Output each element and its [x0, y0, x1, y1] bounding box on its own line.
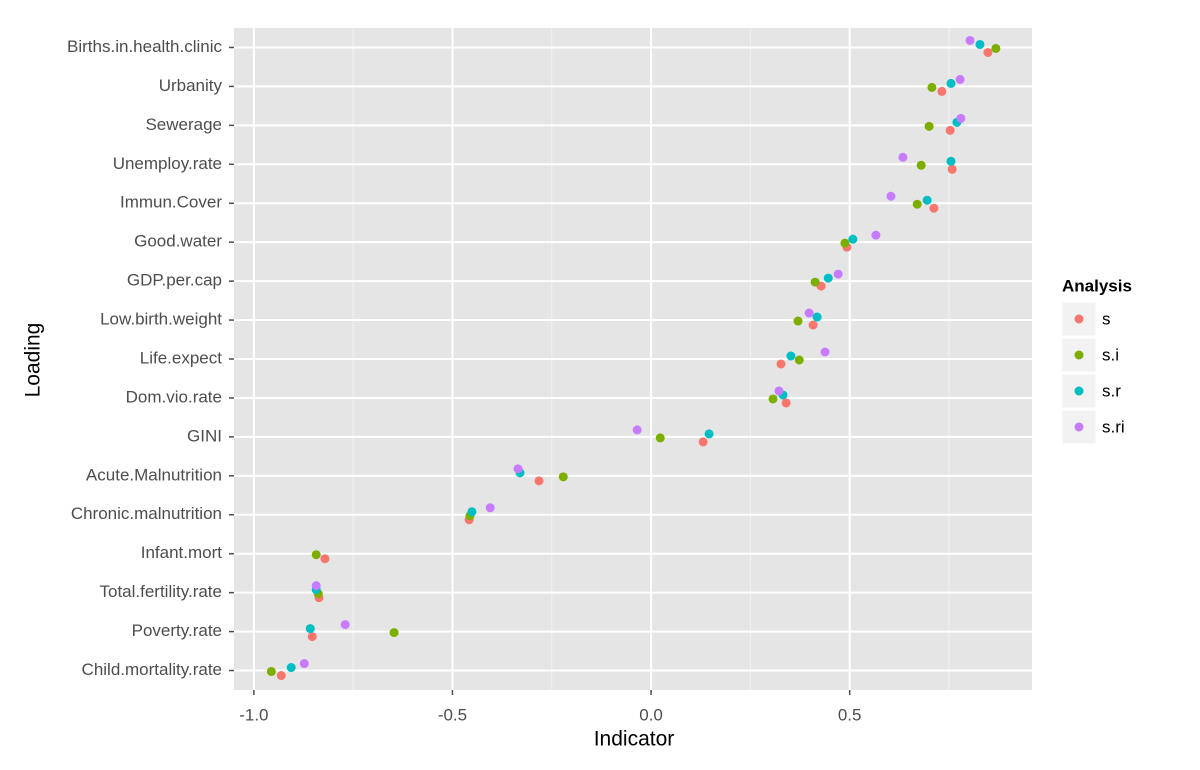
dot	[922, 195, 932, 205]
dot	[937, 86, 947, 96]
legend-marker	[1074, 350, 1084, 360]
dot	[812, 312, 822, 322]
y-tick-label: Immun.Cover	[120, 193, 222, 212]
dot	[820, 347, 830, 357]
dot	[794, 355, 804, 365]
dot	[534, 476, 544, 486]
dot	[299, 659, 309, 669]
dot	[786, 351, 796, 361]
dot	[311, 581, 321, 591]
y-tick-label: GINI	[187, 426, 222, 445]
x-tick-label: 0.0	[639, 705, 663, 724]
dot	[991, 43, 1001, 53]
dot	[912, 199, 922, 209]
dot	[955, 74, 965, 84]
y-tick-label: Good.water	[134, 232, 222, 251]
dot	[655, 433, 665, 443]
dot	[810, 277, 820, 287]
legend-marker	[1074, 422, 1084, 432]
y-tick-label: Total.fertility.rate	[99, 582, 222, 601]
dot	[266, 667, 276, 677]
marks	[266, 35, 1001, 681]
y-tick-label: Unemploy.rate	[113, 154, 222, 173]
dot	[305, 624, 315, 634]
legend-label: s	[1102, 309, 1111, 328]
dot	[804, 308, 814, 318]
legend-label: s.r	[1102, 381, 1121, 400]
dot	[833, 269, 843, 279]
y-tick-label: Life.expect	[140, 348, 222, 367]
dot	[781, 398, 791, 408]
y-tick-label: Births.in.health.clinic	[67, 37, 222, 56]
legend-label: s.ri	[1102, 417, 1125, 436]
dot	[924, 121, 934, 131]
dot	[558, 472, 568, 482]
dot	[776, 359, 786, 369]
dot	[774, 386, 784, 396]
dot	[945, 125, 955, 135]
dot	[276, 671, 286, 681]
y-tick-label: Low.birth.weight	[100, 310, 222, 329]
x-tick-label: -0.5	[438, 705, 467, 724]
x-tick-label: 0.5	[838, 705, 862, 724]
y-tick-label: Poverty.rate	[132, 621, 222, 640]
dot	[307, 632, 317, 642]
dot	[871, 230, 881, 240]
dot	[286, 663, 296, 673]
legend-title: Analysis	[1062, 276, 1132, 295]
y-tick-label: Child.mortality.rate	[82, 660, 222, 679]
dot	[956, 113, 966, 123]
x-axis-title: Indicator	[594, 728, 675, 751]
y-tick-label: Sewerage	[145, 115, 222, 134]
dot	[698, 437, 708, 447]
dot	[975, 39, 985, 49]
dot	[947, 164, 957, 174]
y-tick-label: Dom.vio.rate	[126, 387, 222, 406]
dot	[808, 320, 818, 330]
dot	[389, 628, 399, 638]
dot	[823, 273, 833, 283]
dot	[916, 160, 926, 170]
dot	[946, 78, 956, 88]
y-tick-label: Infant.mort	[141, 543, 223, 562]
dot	[793, 316, 803, 326]
y-tick-label: GDP.per.cap	[127, 271, 222, 290]
dot	[929, 203, 939, 213]
y-tick-label: Urbanity	[159, 76, 223, 95]
dot	[946, 156, 956, 166]
dot	[927, 82, 937, 92]
dot	[485, 503, 495, 513]
legend-label: s.i	[1102, 345, 1119, 364]
dot	[311, 550, 321, 560]
dot	[886, 191, 896, 201]
grid	[234, 28, 1032, 690]
dot	[632, 425, 642, 435]
dot	[467, 507, 477, 517]
dot	[340, 620, 350, 630]
dot	[898, 152, 908, 162]
dot	[513, 464, 523, 474]
dot	[768, 394, 778, 404]
legend-marker	[1074, 314, 1084, 324]
dot	[965, 35, 975, 45]
y-tick-label: Acute.Malnutrition	[86, 465, 222, 484]
y-axis-title: Loading	[22, 323, 45, 398]
dot	[704, 429, 714, 439]
dot	[320, 554, 330, 564]
dot	[983, 47, 993, 57]
dot	[840, 238, 850, 248]
dot	[848, 234, 858, 244]
y-tick-label: Chronic.malnutrition	[71, 504, 222, 523]
legend-marker	[1074, 386, 1084, 396]
x-tick-label: -1.0	[239, 705, 268, 724]
